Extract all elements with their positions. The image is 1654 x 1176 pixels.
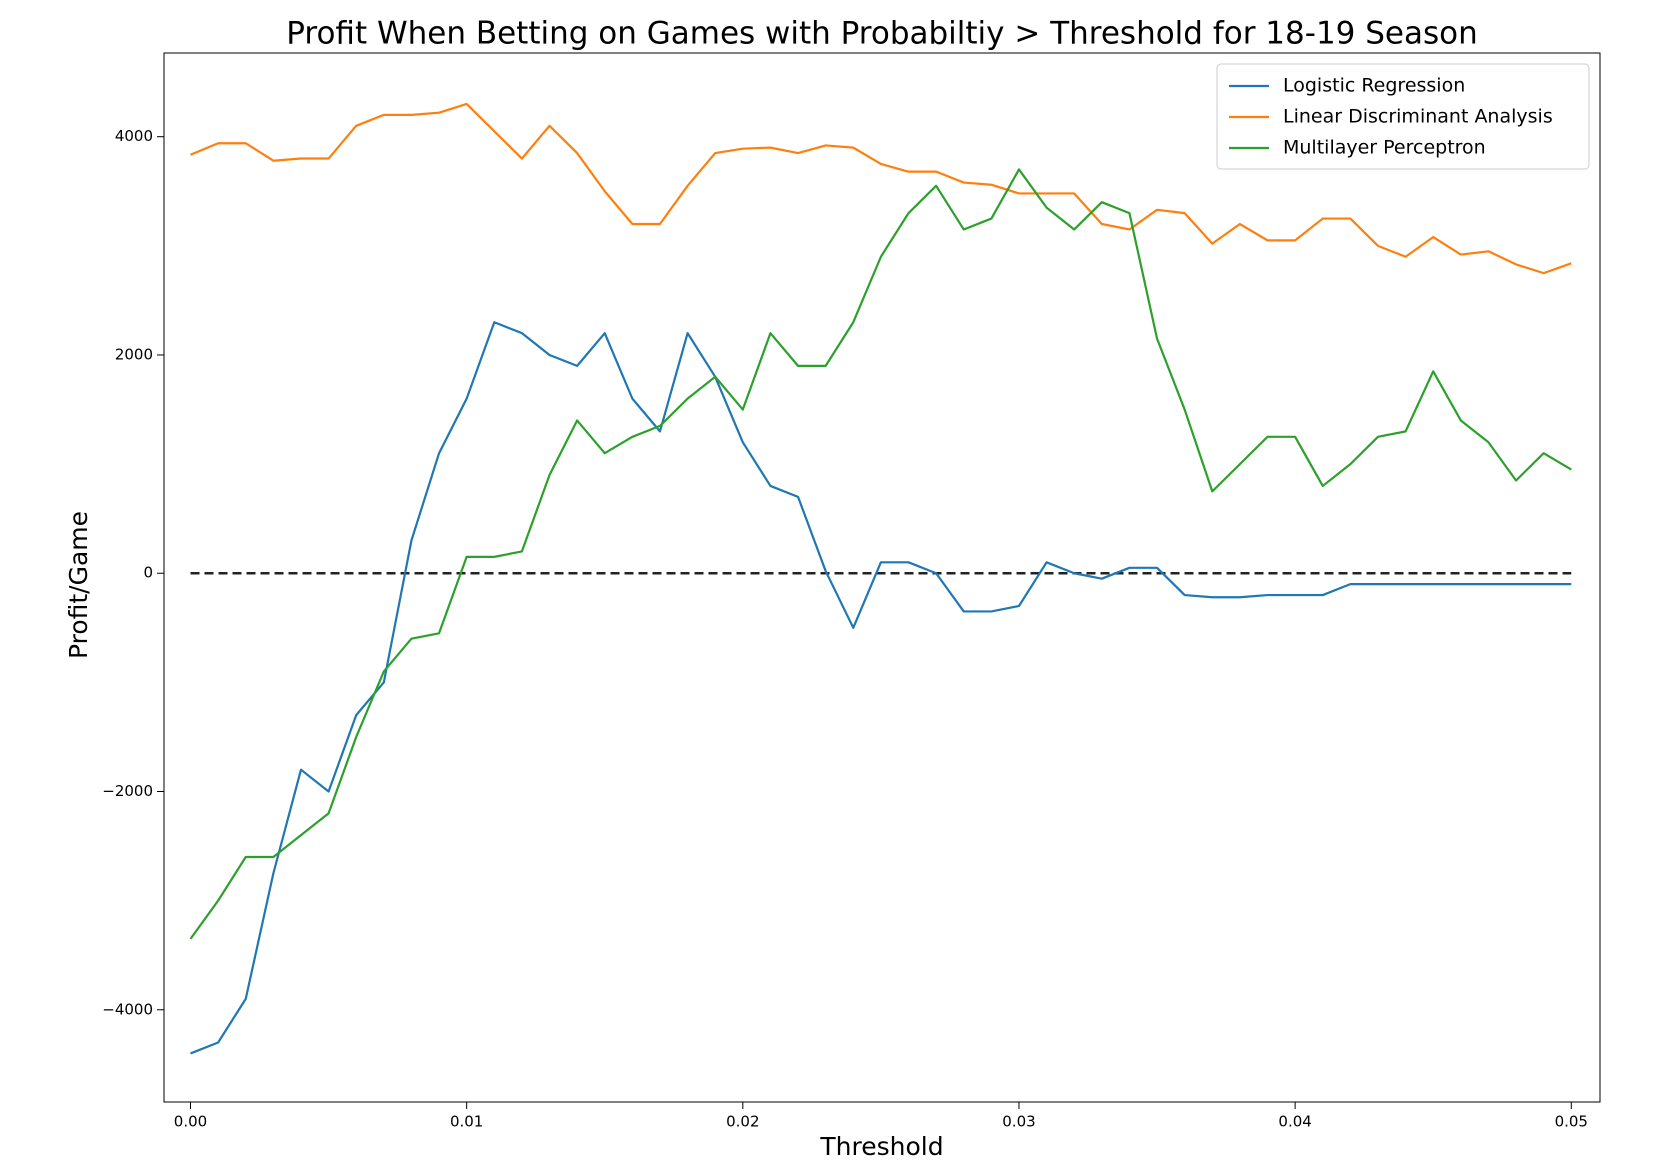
- plot-frame: [163, 52, 1601, 1103]
- legend-label: Multilayer Perceptron: [1283, 137, 1486, 159]
- legend-label: Logistic Regression: [1283, 75, 1465, 97]
- y-tick-label: −4000: [102, 1000, 153, 1018]
- legend-box: [1216, 63, 1590, 170]
- x-tick-label: 0.04: [1278, 1113, 1311, 1131]
- x-tick-label: 0.02: [726, 1113, 759, 1131]
- x-tick-label: 0.03: [1002, 1113, 1035, 1131]
- x-tick-label: 0.01: [450, 1113, 483, 1131]
- legend-label: Linear Discriminant Analysis: [1283, 106, 1553, 128]
- x-tick-label: 0.05: [1555, 1113, 1588, 1131]
- y-axis-label: Profit/Game: [64, 511, 93, 659]
- x-axis-label: Threshold: [819, 1132, 943, 1161]
- series-line: [190, 102, 1572, 275]
- series-line: [190, 321, 1572, 1055]
- legend: Logistic Regression Linear Discriminant A…: [1216, 63, 1590, 170]
- y-tick-label: −2000: [102, 782, 153, 800]
- y-tick-label: 4000: [115, 127, 153, 145]
- x-tick-label: 0.00: [174, 1113, 207, 1131]
- series-line: [189, 168, 1572, 940]
- y-tick-label: 2000: [115, 345, 153, 363]
- chart-title: Profit When Betting on Games with Probab…: [286, 16, 1478, 52]
- y-tick-label: 0: [143, 564, 153, 582]
